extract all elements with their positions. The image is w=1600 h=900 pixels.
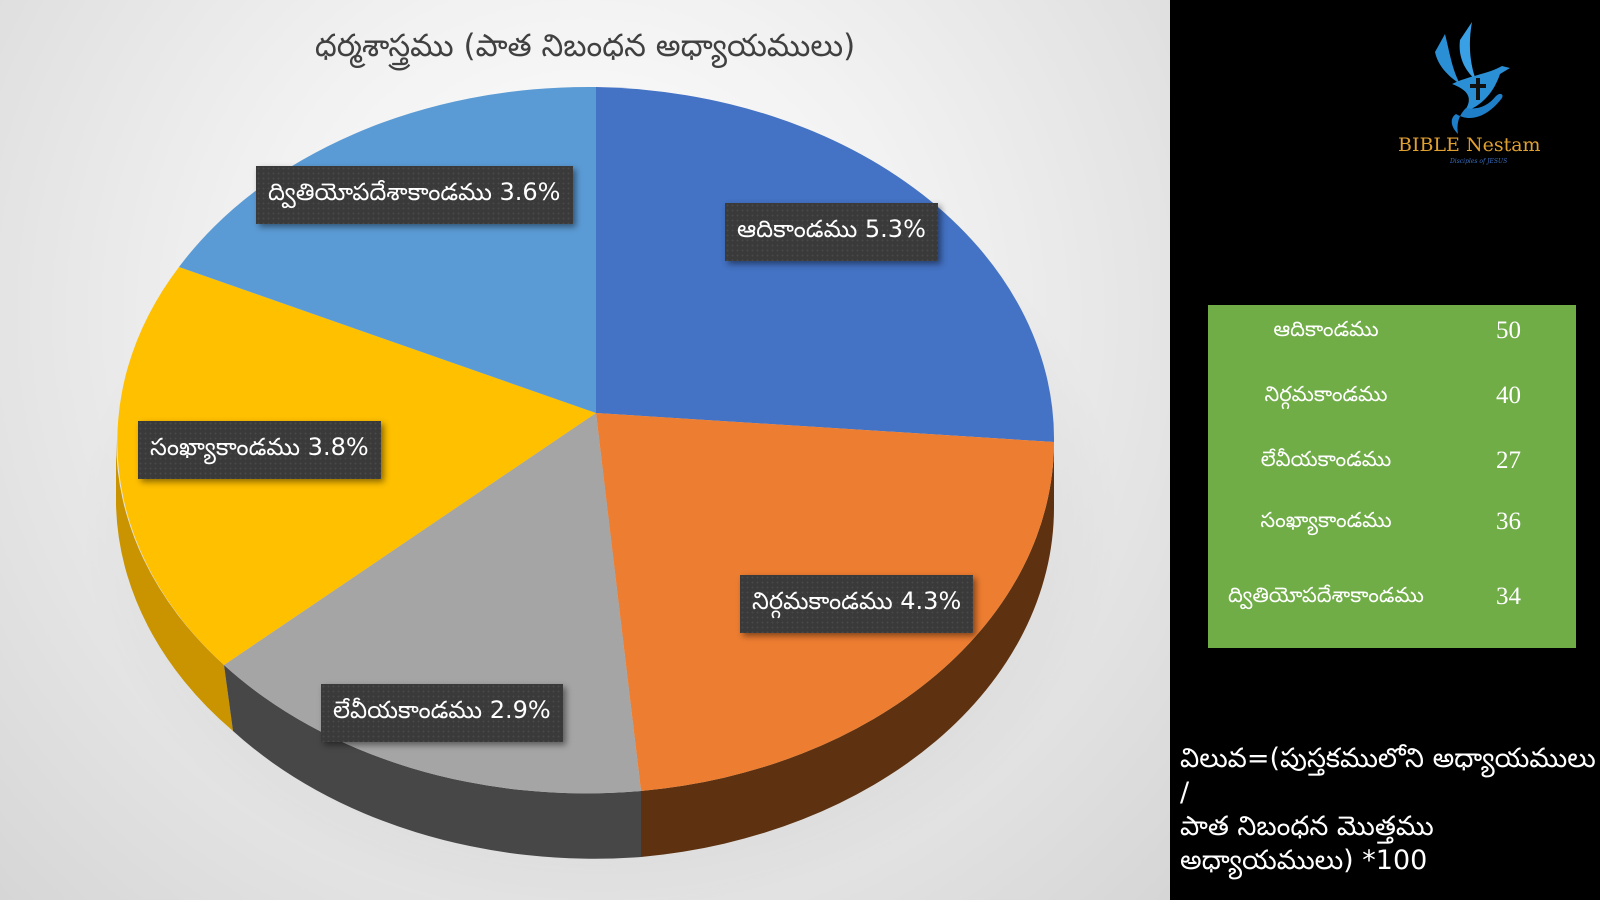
chart-title: ధర్మశాస్త్రము (పాత నిబంధన అధ్యాయములు): [314, 28, 856, 64]
chapter-count: 40: [1496, 382, 1521, 409]
slice-adikandamu[interactable]: [596, 87, 1055, 442]
chapter-count: 50: [1496, 317, 1521, 344]
data-label-value: 2.9%: [489, 696, 551, 724]
data-label-samkhyakandamu: సంఖ్యాకాండము 3.8%: [138, 421, 381, 479]
table-row: ఆదికాండము 50: [1208, 317, 1576, 357]
book-name: ఆదికాండము: [1273, 317, 1379, 341]
data-label-value: 5.3%: [864, 215, 926, 243]
logo-tagline: Disciples of JESUS: [1450, 158, 1508, 165]
book-name: నిర్గమకాండము: [1264, 382, 1388, 406]
formula-note: విలువ=(పుస్తకములోని అధ్యాయములు / పాత నిబ…: [1180, 742, 1600, 878]
data-label-value: 4.3%: [900, 587, 962, 615]
chapter-count: 27: [1496, 447, 1521, 474]
formula-line-3: అధ్యాయములు) *100: [1180, 845, 1428, 876]
data-label-leviyakandamu: లేవీయకాండము 2.9%: [321, 684, 563, 742]
chart-panel: ధర్మశాస్త్రము (పాత నిబంధన అధ్యాయములు) ద్…: [0, 0, 1170, 900]
table-row: లేవీయకాండము 27: [1208, 447, 1576, 487]
formula-line-1: విలువ=(పుస్తకములోని అధ్యాయములు /: [1180, 743, 1596, 808]
data-label-name: ద్వితియోపదేశాకాండము: [268, 178, 492, 206]
slice-side-samkhya: [115, 439, 233, 731]
table-row: ద్వితియోపదేశాకాండము 34: [1208, 583, 1576, 623]
table-row: నిర్గమకాండము 40: [1208, 382, 1576, 422]
slice-side-nirgama: [641, 442, 1054, 857]
data-label-dvitiyopadeshakandamu: ద్వితియోపదేశాకాండము 3.6%: [256, 166, 573, 224]
chapter-count: 36: [1496, 508, 1521, 535]
data-label-adikandamu: ఆదికాండము 5.3%: [725, 203, 938, 261]
table-row: సంఖ్యాకాండము 36: [1208, 508, 1576, 548]
data-label-value: 3.6%: [499, 178, 561, 206]
data-label-nirgamakandamu: నిర్గమకాండము 4.3%: [740, 575, 974, 633]
data-label-name: నిర్గమకాండము: [752, 587, 893, 615]
slice-side-leviya: [224, 665, 641, 859]
book-name: లేవీయకాండము: [1260, 447, 1392, 471]
data-label-name: ఆదికాండము: [737, 215, 858, 243]
dove-cross-hand-icon: [1435, 22, 1510, 134]
chapter-count: 34: [1496, 583, 1521, 610]
book-name: ద్వితియోపదేశాకాండము: [1228, 583, 1424, 607]
data-label-name: సంఖ్యాకాండము: [150, 433, 301, 461]
book-name: సంఖ్యాకాండము: [1260, 508, 1392, 532]
logo-name: BIBLE Nestam: [1398, 134, 1541, 156]
formula-line-2: పాత నిబంధన మొత్తము: [1180, 811, 1434, 842]
chapters-table: ఆదికాండము 50 నిర్గమకాండము 40 లేవీయకాండము…: [1208, 305, 1576, 648]
data-label-name: లేవీయకాండము: [333, 696, 483, 724]
data-label-value: 3.8%: [307, 433, 369, 461]
